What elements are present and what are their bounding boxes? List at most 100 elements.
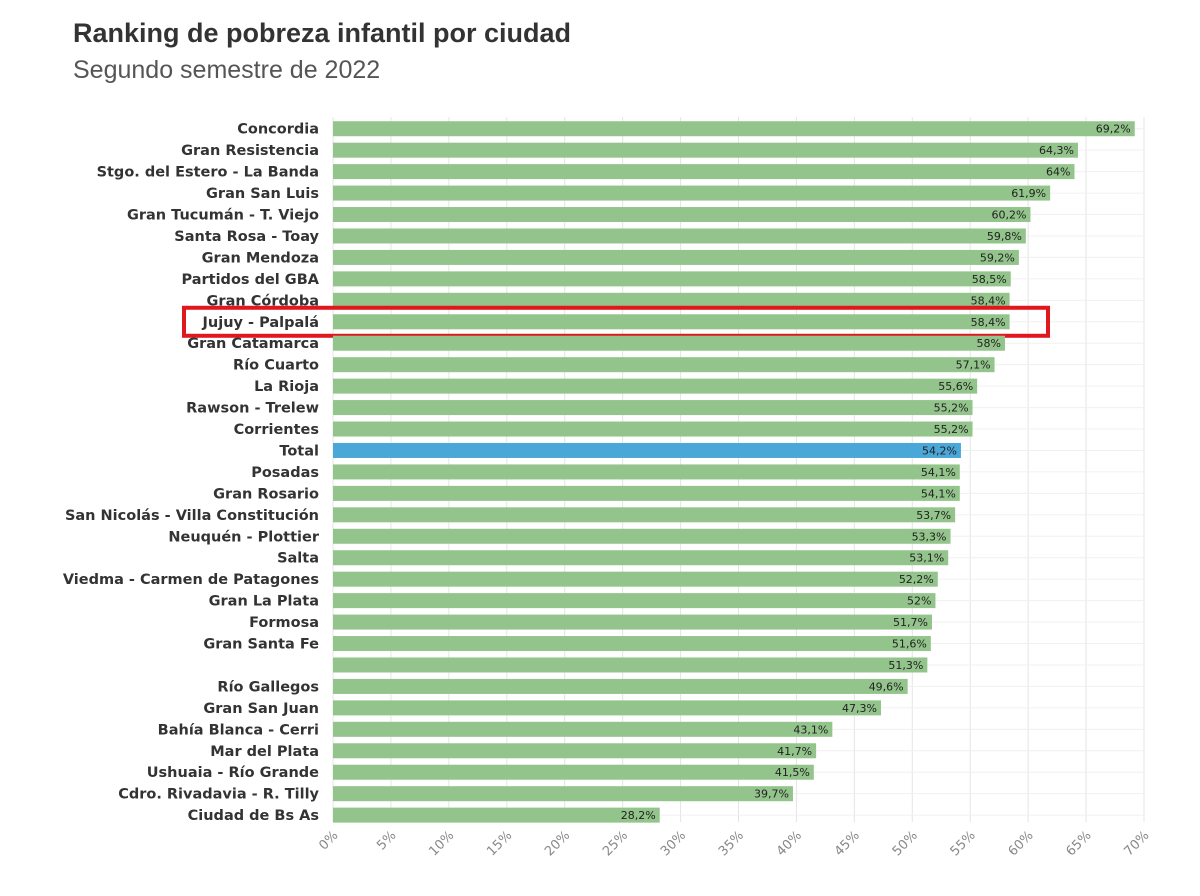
- value-label: 57,1%: [956, 359, 991, 372]
- x-tick-label: 10%: [426, 828, 457, 859]
- value-label: 54,2%: [922, 444, 957, 457]
- category-label: Cdro. Rivadavia - R. Tilly: [118, 787, 319, 803]
- value-label: 60,2%: [992, 209, 1027, 222]
- bar: [333, 678, 908, 694]
- category-label: Bahía Blanca - Cerri: [158, 722, 319, 738]
- value-label: 69,2%: [1096, 123, 1131, 136]
- value-label: 52,2%: [899, 573, 934, 586]
- bar: [333, 121, 1135, 137]
- category-label: Total: [279, 443, 319, 459]
- category-label: San Nicolás - Villa Constitución: [65, 508, 319, 524]
- value-label: 64,3%: [1039, 144, 1074, 157]
- bar: [333, 292, 1010, 308]
- bar: [333, 700, 882, 716]
- category-label: Gran San Luis: [206, 186, 319, 202]
- bar: [333, 442, 961, 458]
- category-label: Santa Rosa - Toay: [174, 229, 319, 245]
- value-label: 39,7%: [754, 788, 789, 801]
- value-label: 55,2%: [934, 423, 969, 436]
- category-label: Gran Resistencia: [181, 143, 319, 159]
- x-tick-label: 20%: [542, 828, 573, 859]
- category-label: Gran Mendoza: [202, 250, 319, 266]
- category-label: Gran La Plata: [209, 594, 319, 610]
- category-label: Corrientes: [234, 422, 319, 438]
- bar: [333, 657, 928, 673]
- category-label: Ushuaia - Río Grande: [147, 765, 319, 781]
- category-label: Mar del Plata: [210, 744, 319, 760]
- x-tick-label: 35%: [716, 828, 747, 859]
- category-label: Gran Tucumán - T. Viejo: [127, 208, 319, 224]
- category-label: Posadas: [251, 465, 319, 481]
- category-label: Gran Catamarca: [187, 336, 319, 352]
- value-label: 51,7%: [893, 616, 928, 629]
- bar: [333, 507, 956, 523]
- category-label: Partidos del GBA: [181, 272, 319, 288]
- value-label: 54,1%: [921, 487, 956, 500]
- bar: [333, 421, 973, 437]
- category-label: Gran San Juan: [203, 701, 319, 717]
- value-label: 53,3%: [912, 530, 947, 543]
- x-tick-label: 65%: [1064, 828, 1095, 859]
- value-label: 61,9%: [1011, 187, 1046, 200]
- category-label: Rawson - Trelew: [186, 401, 319, 417]
- bar: [333, 786, 793, 802]
- value-label: 28,2%: [621, 809, 656, 822]
- bar: [333, 721, 833, 737]
- bar: [333, 593, 936, 609]
- value-label: 59,8%: [987, 230, 1022, 243]
- category-label: Neuquén - Plottier: [168, 529, 319, 545]
- bar: [333, 485, 960, 501]
- value-label: 53,1%: [909, 552, 944, 565]
- category-label: La Rioja: [254, 379, 319, 395]
- value-label: 43,1%: [793, 723, 828, 736]
- value-label: 53,7%: [916, 509, 951, 522]
- category-label: Viedma - Carmen de Patagones: [63, 572, 319, 588]
- bar: [333, 614, 932, 630]
- bar: [333, 464, 960, 480]
- bar: [333, 528, 951, 544]
- bar: [333, 571, 938, 587]
- x-tick-label: 60%: [1006, 828, 1037, 859]
- bar: [333, 164, 1075, 180]
- value-label: 52%: [907, 595, 931, 608]
- bar: [333, 636, 931, 652]
- bar: [333, 314, 1010, 330]
- category-label: Río Cuarto: [233, 358, 319, 374]
- value-label: 58,5%: [972, 273, 1007, 286]
- bar: [333, 335, 1005, 351]
- x-tick-label: 40%: [774, 828, 805, 859]
- x-tick-label: 45%: [832, 828, 863, 859]
- category-label: Formosa: [249, 615, 319, 631]
- chart-subtitle: Segundo semestre de 2022: [73, 56, 381, 84]
- bar: [333, 764, 814, 780]
- x-tick-label: 55%: [948, 828, 979, 859]
- value-label: 47,3%: [842, 702, 877, 715]
- bar: [333, 185, 1051, 201]
- value-label: 51,3%: [888, 659, 923, 672]
- x-tick-label: 30%: [658, 828, 689, 859]
- category-label: Stgo. del Estero - La Banda: [97, 165, 319, 181]
- value-label: 64%: [1046, 166, 1070, 179]
- value-label: 58,4%: [971, 294, 1006, 307]
- x-tick-label: 70%: [1121, 828, 1152, 859]
- value-label: 59,2%: [980, 251, 1015, 264]
- x-tick-label: 15%: [484, 828, 515, 859]
- category-label: Jujuy - Palpalá: [202, 315, 320, 331]
- category-label: Río Gallegos: [217, 679, 319, 695]
- x-tick-label: 0%: [316, 828, 341, 853]
- value-label: 41,5%: [775, 766, 810, 779]
- bar: [333, 743, 817, 759]
- value-label: 41,7%: [777, 745, 812, 758]
- value-label: 58%: [977, 337, 1001, 350]
- category-label: Gran Rosario: [213, 486, 319, 502]
- bar: [333, 142, 1078, 158]
- category-label: Concordia: [237, 122, 319, 138]
- bar: [333, 228, 1026, 244]
- chart-title: Ranking de pobreza infantil por ciudad: [73, 18, 572, 48]
- x-tick-label: 50%: [890, 828, 921, 859]
- x-tick-label: 5%: [374, 828, 399, 853]
- value-label: 55,2%: [934, 402, 969, 415]
- category-label: Gran Córdoba: [207, 293, 319, 309]
- x-tick-label: 25%: [600, 828, 631, 859]
